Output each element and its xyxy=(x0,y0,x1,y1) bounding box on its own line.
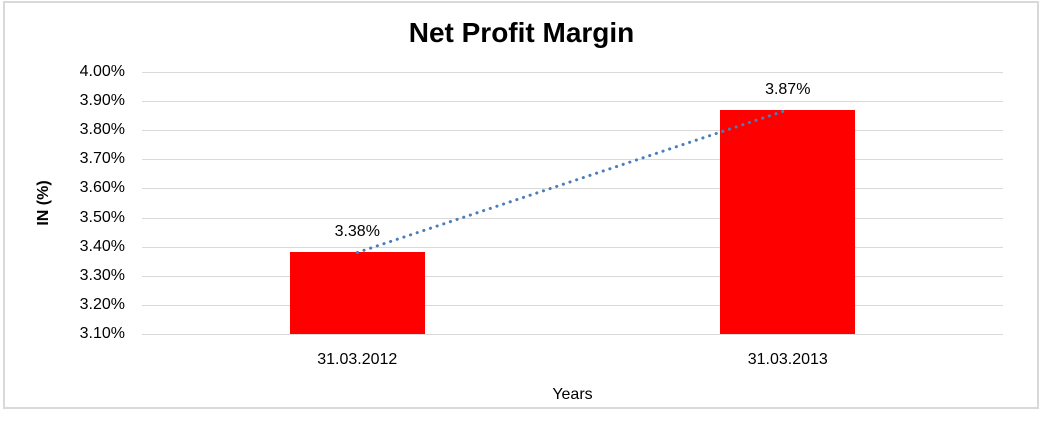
y-tick-label: 3.10% xyxy=(79,325,125,342)
y-tick-label: 3.60% xyxy=(79,179,125,197)
y-tick-label: 3.30% xyxy=(79,266,125,284)
gridline xyxy=(142,334,1003,335)
gridline xyxy=(142,275,1003,277)
gridline xyxy=(142,101,1003,103)
bar-value-label: 3.38% xyxy=(334,223,380,241)
gridline xyxy=(142,72,1003,73)
chart-border xyxy=(3,1,1039,409)
x-axis-title: Years xyxy=(552,386,593,403)
y-tick-label: 3.50% xyxy=(79,208,125,226)
chart-title: Net Profit Margin xyxy=(408,17,635,48)
bar-value-label: 3.87% xyxy=(765,80,811,98)
gridline xyxy=(142,159,1003,161)
y-tick-label: 3.80% xyxy=(79,121,125,139)
gridline xyxy=(142,130,1003,132)
y-tick-label: 3.20% xyxy=(79,295,125,313)
y-tick-label: 3.70% xyxy=(79,150,125,168)
gridline xyxy=(142,246,1003,248)
bar xyxy=(289,252,425,334)
x-tick-label: 31.03.2012 xyxy=(317,351,398,368)
y-tick-label: 4.00% xyxy=(79,63,125,80)
y-tick-label: 3.90% xyxy=(79,92,125,110)
gridline xyxy=(142,188,1003,190)
gridline xyxy=(142,304,1003,306)
y-tick-label: 3.40% xyxy=(79,237,125,255)
bar xyxy=(720,109,856,334)
x-tick-label: 31.03.2013 xyxy=(747,351,828,368)
gridline xyxy=(142,217,1003,219)
